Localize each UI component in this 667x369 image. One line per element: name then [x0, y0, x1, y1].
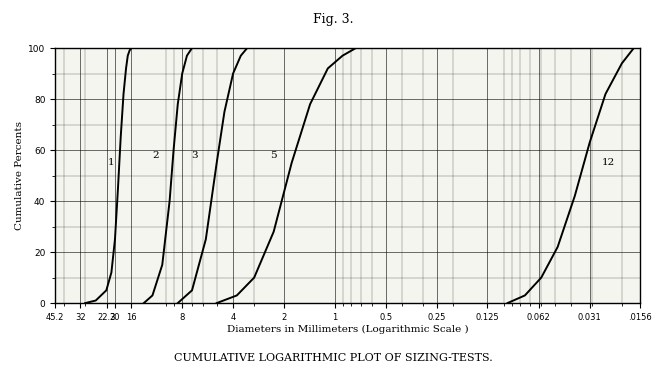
- Text: 12: 12: [602, 158, 615, 167]
- Text: Fig. 3.: Fig. 3.: [313, 13, 354, 26]
- Text: 2: 2: [152, 151, 159, 160]
- Text: 3: 3: [191, 151, 197, 160]
- X-axis label: Diameters in Millimeters (Logarithmic Scale ): Diameters in Millimeters (Logarithmic Sc…: [227, 325, 468, 334]
- Text: 5: 5: [270, 151, 277, 160]
- Text: CUMULATIVE LOGARITHMIC PLOT OF SIZING-TESTS.: CUMULATIVE LOGARITHMIC PLOT OF SIZING-TE…: [174, 354, 493, 363]
- Y-axis label: Cumulative Percents: Cumulative Percents: [15, 121, 24, 230]
- Text: 1: 1: [108, 158, 115, 167]
